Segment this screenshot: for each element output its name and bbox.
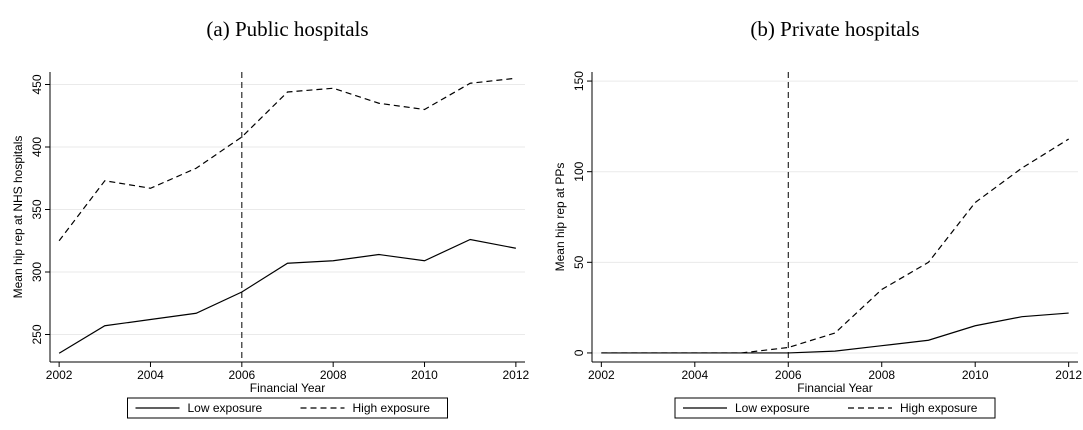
x-tick-label: 2010 <box>962 368 989 382</box>
x-tick-label: 2012 <box>1055 368 1082 382</box>
panel-title: (b) Private hospitals <box>750 17 919 41</box>
x-tick-label: 2002 <box>46 368 73 382</box>
x-tick-label: 2008 <box>868 368 895 382</box>
legend-label: High exposure <box>900 401 978 415</box>
legend-label: Low exposure <box>188 401 263 415</box>
y-tick-label: 0 <box>572 349 586 356</box>
x-tick-label: 2002 <box>588 368 615 382</box>
legend-label: High exposure <box>353 401 431 415</box>
x-tick-label: 2012 <box>503 368 530 382</box>
series-line <box>58 238 516 354</box>
x-axis-label: Financial Year <box>797 381 872 395</box>
series-line <box>58 77 516 242</box>
y-tick-label: 450 <box>30 74 44 94</box>
y-tick-label: 50 <box>572 255 586 269</box>
legend-box <box>127 397 448 419</box>
x-tick-label: 2004 <box>681 368 708 382</box>
x-axis-label: Financial Year <box>250 381 325 395</box>
legend-box <box>674 397 996 419</box>
y-tick-label: 150 <box>572 71 586 91</box>
y-tick-label: 250 <box>30 324 44 344</box>
y-axis-label: Mean hip rep at NHS hospitals <box>11 136 25 299</box>
y-axis-label: Mean hip rep at PPs <box>553 163 567 272</box>
x-tick-label: 2006 <box>775 368 802 382</box>
x-tick-label: 2008 <box>320 368 347 382</box>
x-tick-label: 2004 <box>137 368 164 382</box>
y-tick-label: 300 <box>30 262 44 282</box>
x-tick-label: 2010 <box>411 368 438 382</box>
legend-label: Low exposure <box>735 401 810 415</box>
y-tick-label: 400 <box>30 137 44 157</box>
y-tick-label: 350 <box>30 199 44 219</box>
panel-title: (a) Public hospitals <box>206 17 368 41</box>
series-line <box>601 312 1069 354</box>
x-tick-label: 2006 <box>228 368 255 382</box>
y-tick-label: 100 <box>572 161 586 181</box>
